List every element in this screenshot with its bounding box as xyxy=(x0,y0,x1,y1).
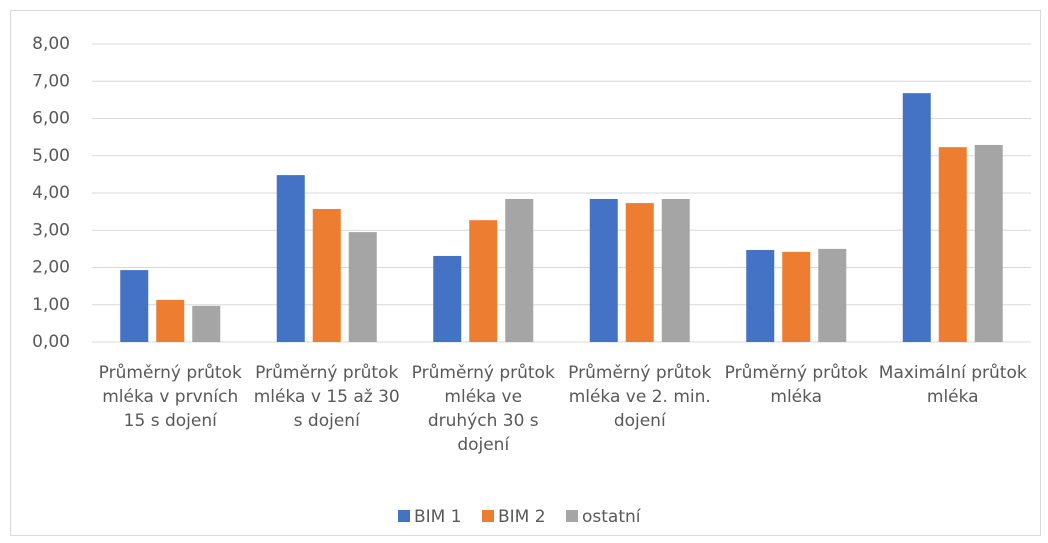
legend-label: BIM 2 xyxy=(498,507,546,527)
bar xyxy=(782,251,811,342)
bar xyxy=(156,299,185,342)
y-tick-label: 4,00 xyxy=(32,183,70,203)
legend-swatch xyxy=(398,510,410,522)
bar xyxy=(120,270,149,342)
x-tick-label: Průměrný průtok mléka xyxy=(724,363,868,407)
x-tick-label: Průměrný průtok mléka v prvních 15 s doj… xyxy=(98,363,242,431)
y-tick-label: 6,00 xyxy=(32,109,70,129)
bar xyxy=(818,248,847,342)
y-tick-label: 2,00 xyxy=(32,258,70,278)
legend-label: BIM 1 xyxy=(414,507,462,527)
legend-swatch xyxy=(482,510,494,522)
bar xyxy=(661,198,690,342)
bar xyxy=(348,232,377,342)
bar xyxy=(469,220,498,342)
y-tick-label: 7,00 xyxy=(32,71,70,91)
y-tick-label: 5,00 xyxy=(32,146,70,166)
y-tick-label: 1,00 xyxy=(32,295,70,315)
bar xyxy=(192,305,221,342)
legend-label: ostatní xyxy=(582,507,642,527)
y-tick-label: 0,00 xyxy=(32,332,70,352)
x-tick-label: Průměrný průtok mléka v 15 až 30 s dojen… xyxy=(253,363,400,431)
bar xyxy=(276,175,305,342)
x-tick-label: Maximální průtok mléka xyxy=(878,363,1027,407)
legend-swatch xyxy=(566,510,578,522)
bar xyxy=(589,198,618,342)
y-tick-label: 8,00 xyxy=(32,34,70,54)
bar xyxy=(433,255,462,342)
bar xyxy=(505,198,534,342)
bar xyxy=(625,203,654,342)
bar xyxy=(974,144,1003,342)
bar xyxy=(746,249,775,342)
x-tick-label: Průměrný průtok mléka ve druhých 30 s do… xyxy=(411,363,555,455)
bar xyxy=(312,209,341,342)
bar xyxy=(938,147,967,342)
y-tick-label: 3,00 xyxy=(32,220,70,240)
bar xyxy=(902,93,931,342)
x-tick-label: Průměrný průtok mléka ve 2. min. dojení xyxy=(568,363,712,431)
